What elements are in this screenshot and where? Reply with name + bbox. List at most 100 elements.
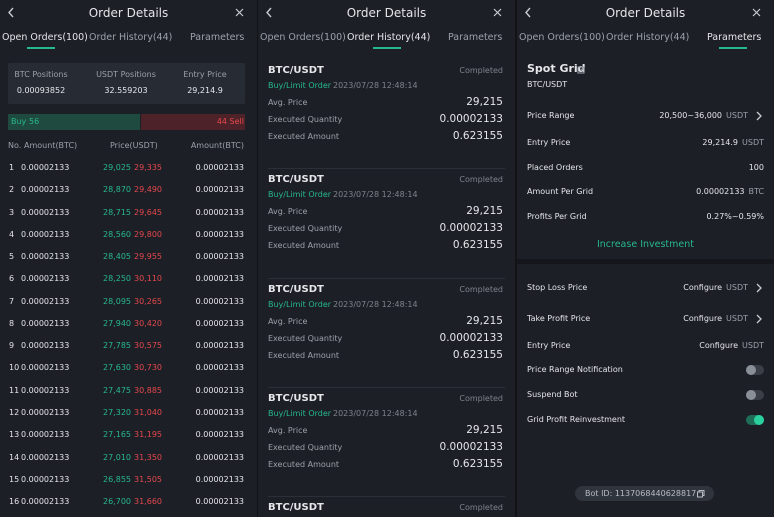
buy-amount: 0.00002133 bbox=[21, 318, 70, 328]
sell-amount: 0.00002133 bbox=[195, 185, 244, 195]
stats-box bbox=[8, 63, 245, 104]
close-button[interactable] bbox=[493, 8, 502, 17]
buy-amount: 0.00002133 bbox=[21, 252, 70, 262]
row-value: 29,214.9 bbox=[702, 138, 739, 147]
bot-id: Bot ID: 1137068440628817 bbox=[585, 489, 697, 498]
row-label: Suspend Bot bbox=[527, 390, 578, 399]
order-status: Completed bbox=[459, 503, 503, 513]
order-type: Buy/Limit Order bbox=[268, 81, 332, 90]
sell-price: 29,955 bbox=[134, 252, 162, 262]
buy-amount: 0.00002133 bbox=[21, 274, 70, 284]
close-button[interactable] bbox=[752, 8, 761, 17]
toggle[interactable] bbox=[746, 390, 764, 400]
order-type: Buy/Limit Order bbox=[268, 190, 332, 200]
sell-price: 31,350 bbox=[134, 452, 162, 462]
header-title: Order Details bbox=[88, 6, 169, 20]
tab[interactable]: Order History(44) bbox=[89, 32, 173, 43]
row-number: 16 bbox=[9, 497, 20, 507]
row-number: 1 bbox=[9, 163, 15, 172]
header-title: Order Details bbox=[605, 6, 686, 20]
field-value: 29,215 bbox=[466, 314, 503, 327]
strategy-title: Spot Grid bbox=[527, 62, 586, 75]
field-value: 0.00002133 bbox=[439, 440, 503, 453]
buy-amount: 0.00002133 bbox=[21, 452, 70, 462]
tab[interactable]: Parameters bbox=[190, 32, 245, 43]
field-value: 0.623155 bbox=[452, 239, 503, 252]
order-pair: BTC/USDT bbox=[268, 174, 324, 186]
field-value: 29,215 bbox=[466, 96, 503, 108]
field-label: Executed Amount bbox=[268, 459, 340, 469]
row-value-group: 29,214.9 USDT bbox=[702, 137, 764, 149]
row-number: 4 bbox=[9, 229, 15, 239]
back-button[interactable] bbox=[523, 6, 533, 19]
row-value-group: 20,500~36,000 USDT bbox=[659, 110, 748, 122]
row-label: Amount Per Grid bbox=[527, 187, 594, 196]
chevron[interactable] bbox=[755, 111, 763, 121]
header-title: Order Details bbox=[346, 6, 427, 20]
row-label: Take Profit Price bbox=[527, 314, 591, 323]
sell-count: 44 bbox=[216, 117, 227, 126]
field-label: Executed Quantity bbox=[268, 442, 343, 452]
increase-investment-button[interactable]: Increase Investment bbox=[596, 239, 695, 250]
tab[interactable]: Open Orders(100) bbox=[519, 32, 605, 43]
row-value: Configure bbox=[683, 283, 723, 292]
field-value: 29,215 bbox=[466, 423, 503, 436]
back-button[interactable] bbox=[6, 6, 16, 19]
edit-icon[interactable] bbox=[577, 65, 586, 74]
sell-amount: 0.00002133 bbox=[195, 207, 244, 217]
tab[interactable]: Order History(44) bbox=[606, 32, 690, 43]
field-label: Executed Amount bbox=[268, 241, 340, 251]
toggle[interactable] bbox=[746, 415, 764, 425]
row-number: 9 bbox=[9, 341, 15, 351]
sell-price: 29,645 bbox=[134, 207, 162, 217]
buy-amount: 0.00002133 bbox=[21, 341, 70, 351]
field-value: 0.00002133 bbox=[439, 331, 503, 344]
sell-price: 29,490 bbox=[134, 185, 162, 195]
active-tab-underline bbox=[27, 47, 55, 49]
open-orders-panel: Order Details Open Orders(100) Order Histo… bbox=[0, 0, 257, 517]
buy-price: 28,405 bbox=[103, 252, 131, 262]
copy-icon[interactable] bbox=[697, 490, 705, 498]
column-header: No. bbox=[8, 141, 22, 150]
buy-price: 29,025 bbox=[103, 163, 131, 172]
row-value: 0.27%~0.59% bbox=[706, 212, 764, 221]
stat-value: 29,214.9 bbox=[187, 86, 223, 95]
close-button[interactable] bbox=[235, 8, 244, 17]
row-value-group: 0.00002133 BTC bbox=[696, 186, 764, 198]
sell-price: 30,575 bbox=[134, 341, 162, 351]
row-number: 2 bbox=[9, 185, 15, 195]
row-number: 3 bbox=[9, 207, 15, 217]
order-status: Completed bbox=[459, 66, 503, 75]
tab[interactable]: Parameters bbox=[448, 32, 503, 43]
sell-label: Sell bbox=[229, 117, 244, 126]
tab[interactable]: Parameters bbox=[707, 32, 762, 43]
sell-price: 29,800 bbox=[134, 229, 162, 239]
row-number: 10 bbox=[9, 363, 20, 373]
toggle-knob bbox=[746, 365, 756, 375]
row-unit: USDT bbox=[726, 314, 748, 323]
back-button[interactable] bbox=[264, 6, 274, 19]
field-label: Avg. Price bbox=[268, 98, 308, 107]
buy-amount: 0.00002133 bbox=[21, 497, 70, 507]
tab[interactable]: Open Orders(100) bbox=[260, 32, 346, 43]
field-label: Executed Quantity bbox=[268, 333, 343, 343]
toggle[interactable] bbox=[746, 365, 764, 375]
row-label: Placed Orders bbox=[527, 163, 583, 172]
chevron[interactable] bbox=[755, 283, 763, 293]
buy-price: 28,560 bbox=[103, 229, 131, 239]
sell-price: 31,660 bbox=[134, 497, 162, 507]
tab[interactable]: Order History(44) bbox=[347, 32, 431, 43]
sell-amount: 0.00002133 bbox=[195, 407, 244, 417]
tab[interactable]: Open Orders(100) bbox=[2, 32, 88, 43]
row-label: Grid Profit Reinvestment bbox=[527, 415, 626, 424]
bot-id-pill: Bot ID: 1137068440628817 bbox=[575, 486, 714, 501]
chevron[interactable] bbox=[755, 314, 763, 324]
row-value-group: Configure USDT bbox=[683, 282, 748, 294]
row-number: 12 bbox=[9, 407, 20, 417]
buy-price: 27,940 bbox=[103, 318, 131, 328]
row-label: Price Range bbox=[527, 111, 575, 120]
row-unit: BTC bbox=[748, 187, 765, 196]
active-tab-underline bbox=[373, 47, 401, 49]
active-tab-underline bbox=[719, 47, 747, 49]
